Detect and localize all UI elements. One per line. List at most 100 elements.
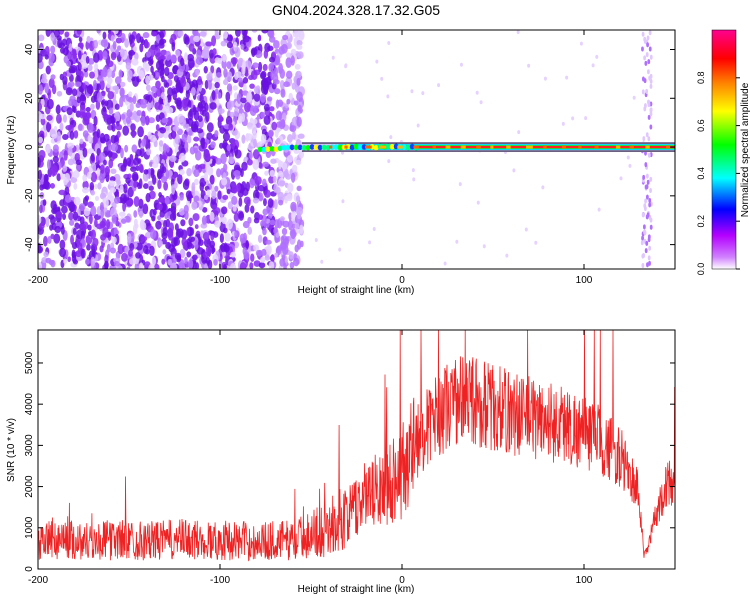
spectrogram-stripe-cell	[642, 224, 646, 230]
spectrogram-noise-cell	[111, 122, 116, 132]
spectrogram-noise-cell	[113, 227, 118, 236]
spectrogram-noise-cell	[129, 102, 134, 112]
spectrogram-noise-cell	[281, 235, 287, 241]
figure-title: GN04.2024.328.17.32.G05	[272, 2, 440, 18]
spectrogram-noise-cell	[77, 50, 82, 60]
spectrogram-stripe-cell	[647, 59, 651, 65]
spectrogram-stripe-cell	[649, 78, 653, 84]
spectrogram-noise-cell	[284, 168, 289, 179]
spectrogram-noise-cell	[278, 159, 282, 170]
spectrogram-faint-cell	[386, 94, 390, 99]
spectrogram-noise-cell	[273, 66, 278, 78]
spectrogram-noise-cell	[205, 162, 210, 173]
spectrogram-noise-cell	[209, 240, 216, 249]
spectrogram-noise-cell	[117, 45, 122, 51]
spectrogram-faint-cell	[541, 185, 545, 190]
spectrogram-noise-cell	[144, 231, 152, 239]
spectrogram-faint-cell	[437, 83, 441, 88]
spectrogram-y-tick-label: -20	[24, 188, 35, 203]
spectrogram-noise-cell	[236, 93, 242, 104]
spectrogram-noise-cell	[240, 97, 247, 104]
spectrogram-noise-cell	[150, 228, 157, 240]
spectrogram-noise-cell	[190, 87, 196, 96]
spectrogram-faint-cell	[338, 247, 342, 252]
spectrogram-noise-cell	[193, 110, 200, 121]
spectrogram-noise-cell	[114, 76, 122, 85]
spectrogram-noise-cell	[159, 126, 167, 134]
spectrogram-noise-cell	[292, 130, 296, 140]
spectrogram-noise-cell	[85, 106, 91, 113]
spectrogram-noise-cell	[118, 69, 123, 78]
spectrogram-noise-cell	[99, 245, 104, 253]
spectrogram-faint-cell	[628, 163, 632, 168]
spectrogram-noise-cell	[86, 35, 91, 43]
spectrogram-y-tick-label: 40	[24, 44, 35, 56]
spectrogram-noise-cell	[107, 91, 115, 100]
spectrogram-faint-cell	[517, 130, 521, 135]
spectrogram-noise-cell	[173, 75, 179, 83]
spectrogram-noise-cell	[246, 91, 253, 103]
spectrogram-noise-cell	[99, 202, 104, 211]
spectrogram-noise-cell	[178, 152, 186, 163]
spectrogram-noise-cell	[252, 118, 258, 125]
spectrogram-noise-cell	[87, 148, 95, 155]
spectrogram-noise-cell	[155, 71, 160, 78]
spectrogram-noise-cell	[260, 133, 267, 143]
spectrogram-faint-cell	[372, 227, 376, 232]
carrier-blob	[373, 144, 379, 151]
spectrogram-noise-cell	[155, 34, 161, 43]
spectrogram-noise-cell	[285, 70, 293, 79]
spectrogram-noise-cell	[69, 219, 75, 226]
spectrogram-noise-cell	[260, 111, 266, 119]
spectrogram-noise-cell	[150, 65, 154, 74]
spectrogram-noise-cell	[155, 220, 162, 230]
spectrogram-noise-cell	[253, 93, 261, 102]
spectrogram-noise-cell	[47, 236, 52, 244]
spectrogram-noise-cell	[120, 218, 127, 224]
carrier-peak-segment	[645, 145, 650, 149]
spectrogram-noise-cell	[68, 68, 76, 74]
spectrogram-noise-cell	[97, 75, 104, 82]
spectrogram-noise-cell	[181, 237, 188, 247]
carrier-blob	[309, 144, 315, 150]
spectrogram-noise-cell	[156, 203, 163, 211]
carrier-peak-segment	[379, 145, 387, 149]
spectrogram-noise-cell	[180, 219, 186, 227]
spectrogram-noise-cell	[192, 213, 200, 222]
spectrogram-noise-cell	[58, 189, 66, 196]
spectrogram-noise-cell	[175, 49, 181, 57]
spectrogram-noise-cell	[278, 180, 286, 187]
spectrogram-noise-cell	[202, 251, 209, 259]
spectrogram-faint-cell	[591, 63, 595, 68]
spectrogram-noise-cell	[226, 83, 233, 92]
carrier-blob	[409, 143, 415, 150]
spectrogram-noise-cell	[227, 218, 233, 230]
spectrogram-noise-cell	[68, 201, 76, 213]
carrier-blob	[389, 143, 395, 150]
spectrogram-noise-cell	[270, 69, 275, 81]
spectrogram-noise-cell	[81, 187, 90, 194]
snr-y-tick-label: 1000	[24, 516, 35, 539]
spectrogram-noise-cell	[194, 240, 199, 251]
spectrogram-faint-cell	[626, 155, 630, 160]
spectrogram-noise-cell	[72, 170, 80, 179]
spectrogram-stripe-cell	[649, 176, 653, 182]
snr-y-tick-label: 4000	[24, 393, 35, 416]
spectrogram-noise-cell	[67, 256, 72, 263]
spectrogram-noise-cell	[131, 58, 139, 66]
carrier-peak-segment	[629, 145, 634, 149]
spectrogram-noise-cell	[128, 51, 133, 60]
spectrogram-noise-cell	[64, 194, 72, 203]
spectrogram-noise-cell	[90, 103, 95, 110]
spectrogram-noise-cell	[46, 98, 54, 110]
spectrogram-noise-cell	[106, 68, 113, 78]
spectrogram-noise-cell	[67, 158, 74, 166]
spectrogram-noise-cell	[111, 70, 116, 79]
spectrogram-noise-cell	[210, 232, 215, 241]
colorbar-tick-label: 0.6	[696, 119, 706, 132]
spectrogram-noise-cell	[233, 212, 240, 223]
spectrogram-noise-cell	[214, 81, 220, 89]
spectrogram-noise-cell	[113, 196, 121, 204]
spectrogram-noise-cell	[110, 143, 118, 152]
spectrogram-noise-cell	[145, 51, 152, 58]
